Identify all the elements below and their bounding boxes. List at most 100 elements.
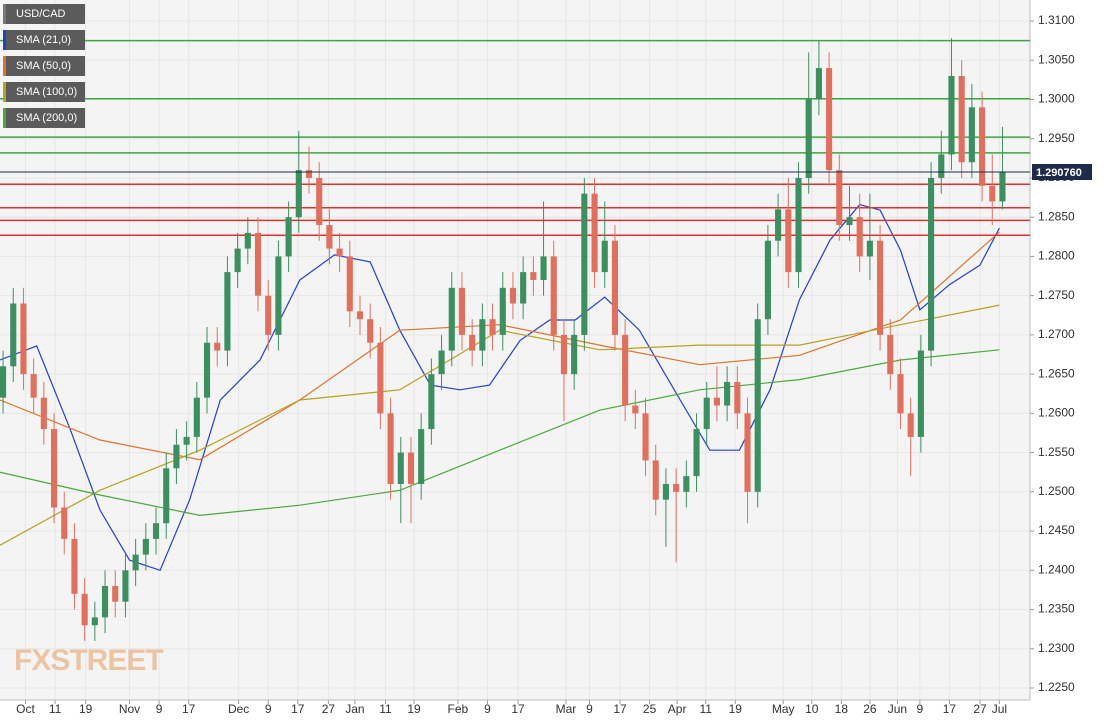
- candle-body: [673, 483, 680, 492]
- candle-body: [662, 483, 669, 500]
- candle-body: [30, 374, 37, 398]
- legend-entry: SMA (21,0): [3, 30, 85, 50]
- candle-body: [560, 334, 568, 375]
- x-tick-label: Jan: [345, 702, 364, 716]
- candle-body: [224, 272, 231, 351]
- candle-body: [785, 209, 792, 273]
- candle-body: [989, 185, 996, 202]
- x-tick-label: 19: [79, 702, 93, 716]
- x-tick-label: Mar: [556, 702, 577, 716]
- y-tick-label: 1.2450: [1038, 523, 1075, 537]
- candle-body: [152, 523, 160, 539]
- candle-body: [968, 107, 975, 163]
- candle-body: [326, 225, 333, 249]
- candle-body: [316, 177, 323, 226]
- candle-body: [214, 342, 221, 351]
- candle-body: [693, 429, 700, 477]
- x-tick-label: 9: [265, 702, 272, 716]
- candle-body: [591, 193, 598, 273]
- candle-body: [469, 334, 476, 351]
- candle-body: [479, 319, 486, 351]
- candle-body: [244, 232, 251, 249]
- y-tick-label: 1.2850: [1038, 209, 1075, 223]
- x-tick-label: 17: [511, 702, 525, 716]
- candle-body: [173, 444, 180, 469]
- candle-body: [377, 342, 384, 414]
- candle-body: [275, 256, 282, 335]
- candle-body: [509, 287, 517, 304]
- y-tick-label: 1.2950: [1038, 131, 1075, 145]
- x-tick-label: Jun: [888, 702, 907, 716]
- candle-body: [550, 256, 557, 335]
- x-tick-label: Apr: [668, 702, 687, 716]
- legend-entry: SMA (100,0): [3, 82, 85, 102]
- y-tick-label: 1.3050: [1038, 52, 1075, 66]
- candle-body: [520, 272, 527, 304]
- candle-body: [81, 593, 88, 626]
- candle-body: [71, 538, 78, 594]
- candle-body: [601, 240, 608, 273]
- candle-body: [367, 319, 374, 343]
- candle-body: [254, 232, 262, 296]
- y-tick-label: 1.2300: [1038, 641, 1075, 655]
- candle-body: [938, 154, 945, 178]
- x-tick-label: 11: [379, 702, 392, 716]
- candle-body: [0, 366, 7, 398]
- y-tick-label: 1.2800: [1038, 249, 1075, 263]
- watermark: FXSTREET: [14, 644, 163, 677]
- candle-body: [948, 75, 955, 155]
- x-tick-label: Nov: [119, 702, 140, 716]
- x-tick-label: Jul: [992, 702, 1007, 716]
- y-tick-label: 1.2650: [1038, 366, 1075, 380]
- candle-body: [285, 217, 292, 257]
- last-price-label: 1.290760: [1036, 167, 1082, 179]
- legend-title: USD/CAD: [3, 4, 85, 24]
- x-tick-label: 9: [917, 702, 924, 716]
- candle-body: [877, 240, 884, 335]
- candle-body: [887, 334, 894, 375]
- plot-area: [0, 0, 1030, 700]
- candle-body: [112, 585, 119, 602]
- candle-body: [866, 240, 873, 257]
- candle-body: [826, 68, 833, 171]
- candle-body: [418, 429, 425, 484]
- candle-body: [122, 570, 129, 602]
- candle-body: [683, 476, 690, 492]
- candle-body: [917, 350, 924, 437]
- x-tick-label: 9: [156, 702, 163, 716]
- x-tick-label: Dec: [228, 702, 249, 716]
- candle-body: [815, 68, 822, 100]
- candle-body: [928, 177, 935, 351]
- candle-body: [10, 303, 17, 367]
- y-tick-label: 1.2350: [1038, 602, 1075, 616]
- candle-body: [101, 585, 109, 618]
- candle-body: [397, 452, 404, 484]
- x-tick-label: May: [772, 702, 795, 716]
- candle-body: [622, 334, 629, 406]
- y-tick-label: 1.2600: [1038, 406, 1075, 420]
- legend-entry: SMA (50,0): [3, 56, 85, 76]
- y-tick-label: 1.2700: [1038, 327, 1075, 341]
- x-tick-label: 27: [973, 702, 987, 716]
- legend-entry: SMA (200,0): [3, 108, 85, 128]
- x-tick-label: 25: [643, 702, 657, 716]
- candle-body: [958, 75, 965, 163]
- x-tick-label: 17: [943, 702, 957, 716]
- x-tick-label: 9: [484, 702, 491, 716]
- candle-body: [193, 397, 200, 437]
- candle-body: [856, 217, 863, 257]
- candle-body: [387, 413, 394, 484]
- candle-body: [713, 397, 720, 406]
- candle-body: [142, 538, 149, 555]
- y-tick-label: 1.2750: [1038, 288, 1075, 302]
- candle-body: [407, 452, 415, 484]
- candle-body: [132, 554, 139, 571]
- x-tick-label: 11: [49, 702, 62, 716]
- y-tick-label: 1.3100: [1038, 13, 1075, 27]
- candle-body: [999, 172, 1006, 202]
- candle-body: [836, 170, 843, 226]
- candle-body: [632, 405, 639, 414]
- x-tick-label: 26: [863, 702, 877, 716]
- candle-body: [458, 287, 466, 335]
- candle-body: [744, 413, 751, 492]
